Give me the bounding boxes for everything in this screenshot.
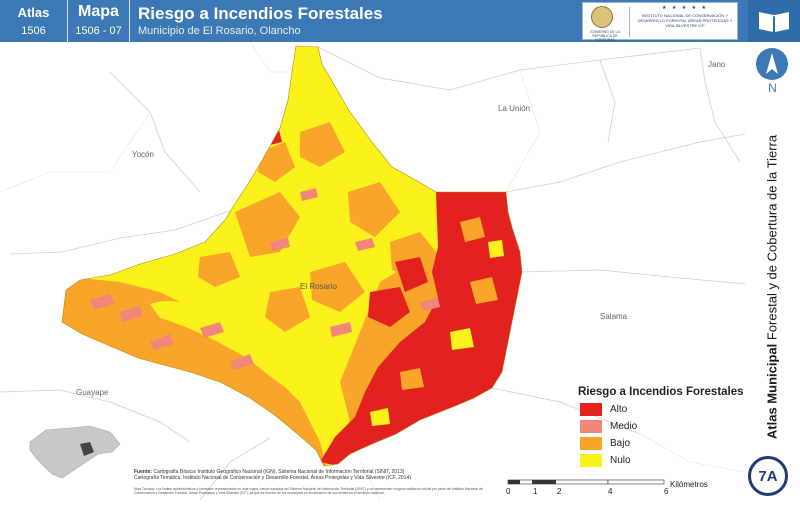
- mapa-number: 1506 - 07: [75, 25, 122, 37]
- place-yocon: Yocón: [132, 150, 154, 159]
- map-number-badge: 7A: [748, 456, 788, 496]
- side-title-bold: Atlas Municipal: [764, 343, 780, 440]
- scale-tick-6: 6: [664, 487, 669, 496]
- el-rosario-location-marker: [80, 442, 94, 456]
- technical-notes: Nota Técnica: Los límites administrativo…: [134, 487, 483, 495]
- legend: Riesgo a Incendios Forestales Alto Medio…: [578, 386, 748, 476]
- road-lines: [0, 46, 745, 500]
- secondary-boundaries: [0, 42, 745, 500]
- sources-text: Fuente: Cartografía Básica: Instituto Ge…: [134, 469, 484, 481]
- legend-swatch-nulo: [580, 454, 602, 467]
- government-logo-text: GOBIERNO DE LA REPÚBLICA DE HONDURAS: [590, 30, 620, 42]
- atlas-side-title: Atlas Municipal Forestal y de Cobertura …: [765, 135, 780, 439]
- institute-stars: ★ ★ ★ ★ ★: [662, 5, 708, 11]
- legend-label-medio: Medio: [610, 421, 638, 432]
- legend-item-alto: Alto: [578, 401, 748, 418]
- government-seal-icon: [591, 6, 613, 28]
- legend-item-bajo: Bajo: [578, 435, 748, 452]
- place-salama: Salama: [600, 312, 628, 321]
- institution-logos: GOBIERNO DE LA REPÚBLICA DE HONDURAS ★ ★…: [582, 2, 738, 42]
- scale-bar: 0 1 2 4 6 Kilómetros: [500, 476, 730, 500]
- sources-line-2: Cartografía Temática: Instituto Nacional…: [134, 475, 411, 481]
- legend-title: Riesgo a Incendios Forestales: [578, 386, 744, 398]
- legend-item-nulo: Nulo: [578, 452, 748, 469]
- legend-swatch-medio: [580, 420, 602, 433]
- sources-line-1: Cartografía Básica: Instituto Geográfico…: [153, 469, 405, 475]
- place-el-rosario: El Rosario: [300, 282, 337, 291]
- scale-tick-4: 4: [608, 487, 613, 496]
- legend-label-alto: Alto: [610, 404, 628, 415]
- place-guayape: Guayape: [76, 388, 109, 397]
- place-la-union: La Unión: [498, 104, 531, 113]
- north-arrow-icon: [756, 48, 788, 80]
- right-side-panel: N Atlas Municipal Forestal y de Cobertur…: [745, 42, 800, 500]
- map-canvas[interactable]: Jano La Unión Yocón El Rosario Salama Gu…: [0, 42, 745, 500]
- legend-item-medio: Medio: [578, 418, 748, 435]
- atlas-number-box: Atlas 1506: [0, 0, 68, 42]
- atlas-number: 1506: [21, 25, 46, 37]
- institute-logo-text: INSTITUTO NACIONAL DE CONSERVACIÓN Y DES…: [637, 13, 733, 28]
- sources-label: Fuente:: [134, 469, 153, 475]
- map-svg: [0, 42, 745, 500]
- atlas-label: Atlas: [17, 5, 50, 20]
- mapa-label: Mapa: [78, 3, 119, 20]
- legend-label-bajo: Bajo: [610, 438, 631, 449]
- scale-unit: Kilómetros: [670, 480, 708, 489]
- mapa-number-box: Mapa 1506 - 07: [68, 0, 130, 42]
- map-subtitle: Municipio de El Rosario, Olancho: [138, 25, 301, 37]
- legend-swatch-alto: [580, 403, 602, 416]
- scale-tick-0: 0: [506, 487, 511, 496]
- legend-swatch-bajo: [580, 437, 602, 450]
- place-jano: Jano: [708, 60, 726, 69]
- logo-divider: [629, 7, 630, 37]
- map-title: Riesgo a Incendios Forestales: [138, 4, 383, 23]
- north-label: N: [768, 81, 777, 95]
- header-bar: Atlas 1506 Mapa 1506 - 07 Riesgo a Incen…: [0, 0, 800, 42]
- scale-tick-1: 1: [533, 487, 538, 496]
- legend-label-nulo: Nulo: [610, 455, 631, 466]
- open-book-icon[interactable]: [748, 0, 800, 42]
- honduras-inset-map: [26, 422, 122, 484]
- side-title-rest: Forestal y de Cobertura de la Tierra: [764, 134, 780, 344]
- scale-tick-2: 2: [557, 487, 562, 496]
